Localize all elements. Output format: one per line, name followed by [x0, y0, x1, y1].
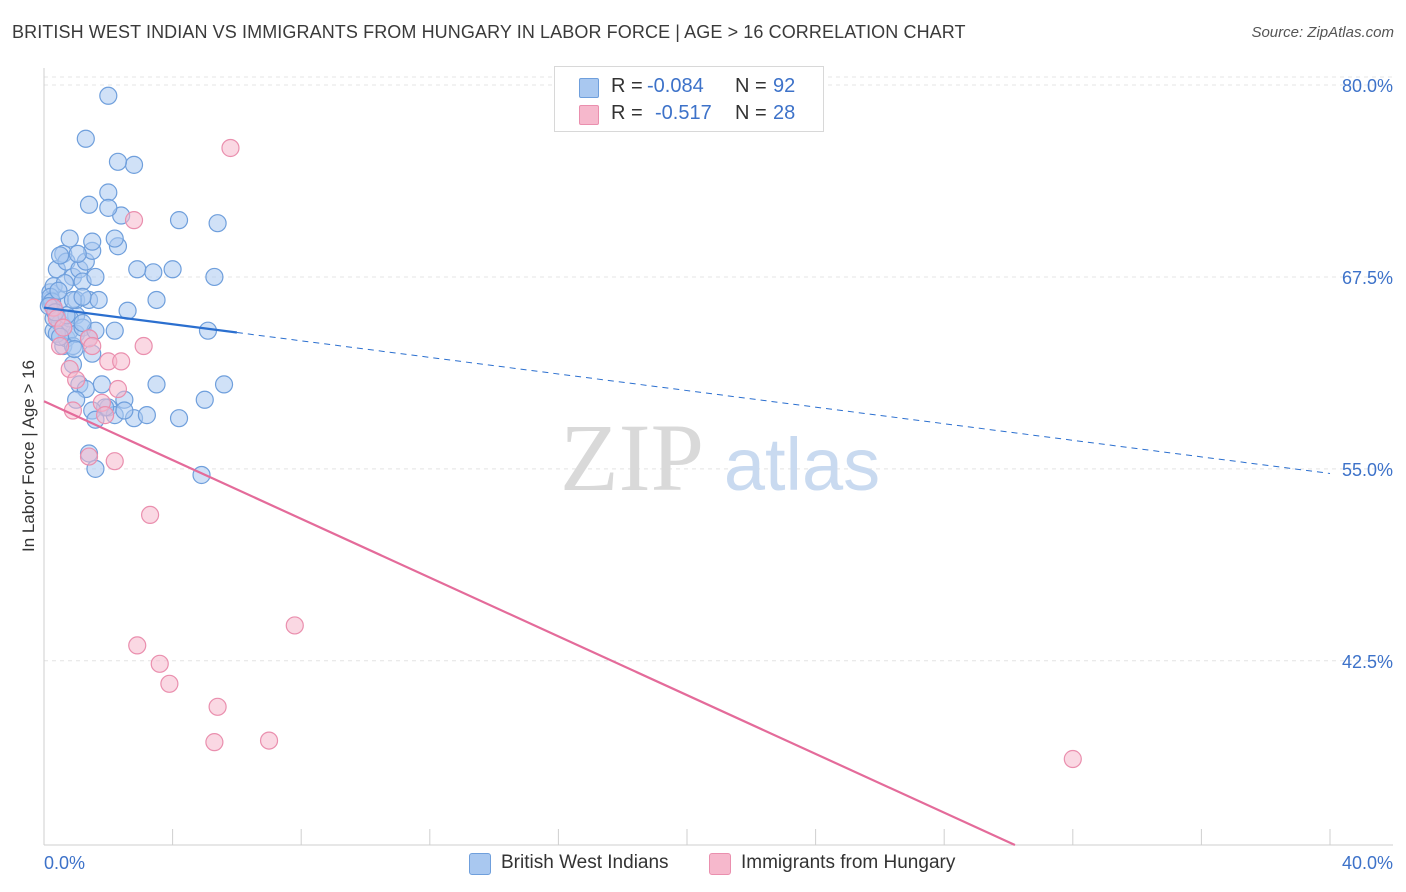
- trend-lines: [43, 306, 1331, 847]
- data-point-immigrants-from-hungary: [105, 452, 124, 471]
- r-value: -0.517: [655, 102, 712, 124]
- y-tick-label: 55.0%: [1342, 460, 1393, 480]
- data-point-british-west-indians: [99, 183, 118, 202]
- r-value: -0.084: [647, 75, 704, 97]
- y-axis-label: In Labor Force | Age > 16: [19, 360, 38, 552]
- watermark: ZIP atlas: [560, 404, 880, 511]
- data-point-immigrants-from-hungary: [140, 505, 160, 525]
- data-point-british-west-indians: [144, 263, 163, 282]
- data-point-immigrants-from-hungary: [208, 697, 227, 716]
- data-point-immigrants-from-hungary: [83, 336, 102, 356]
- legend-label: Immigrants from Hungary: [741, 852, 956, 873]
- x-tick-label: 0.0%: [44, 853, 85, 873]
- data-point-british-west-indians: [89, 290, 108, 310]
- data-point-british-west-indians: [108, 152, 128, 171]
- data-point-british-west-indians: [99, 86, 118, 105]
- data-point-british-west-indians: [198, 321, 218, 340]
- legend-swatch-blue: [469, 853, 491, 875]
- data-point-immigrants-from-hungary: [150, 654, 169, 673]
- data-point-british-west-indians: [128, 260, 147, 279]
- data-point-british-west-indians: [99, 198, 118, 217]
- watermark-atlas: atlas: [724, 423, 880, 506]
- source-label: Source: ZipAtlas.com: [1251, 24, 1394, 41]
- data-point-immigrants-from-hungary: [79, 447, 99, 466]
- data-point-immigrants-from-hungary: [205, 733, 224, 752]
- legend-item-immigrants-from-hungary: Immigrants from Hungary: [709, 852, 989, 876]
- data-point-immigrants-from-hungary: [160, 674, 179, 693]
- data-point-british-west-indians: [86, 267, 105, 287]
- data-point-british-west-indians: [137, 406, 156, 425]
- r-label: R =: [611, 102, 643, 124]
- data-point-british-west-indians: [105, 229, 124, 248]
- grid-lines: [44, 76, 1393, 662]
- data-point-immigrants-from-hungary: [134, 336, 153, 356]
- data-point-british-west-indians: [68, 244, 87, 264]
- data-point-british-west-indians: [208, 214, 227, 233]
- series-british-west-indians: [39, 86, 234, 485]
- axes: [43, 68, 1393, 846]
- data-point-british-west-indians: [49, 281, 68, 300]
- legend-swatch-pink: [579, 105, 599, 125]
- data-point-immigrants-from-hungary: [285, 616, 304, 635]
- stats-legend: R = -0.084 N = 92 R = -0.517 N = 28: [554, 66, 824, 132]
- data-point-british-west-indians: [169, 211, 189, 230]
- data-point-british-west-indians: [73, 313, 92, 333]
- trend-line-british-west-indians: [43, 306, 238, 334]
- data-point-british-west-indians: [73, 287, 92, 306]
- data-point-immigrants-from-hungary: [124, 211, 144, 230]
- data-point-british-west-indians: [115, 401, 134, 420]
- y-tick-label: 42.5%: [1342, 652, 1393, 672]
- data-point-british-west-indians: [50, 246, 70, 265]
- data-point-british-west-indians: [92, 375, 111, 394]
- legend-label: British West Indians: [501, 852, 669, 873]
- x-tick-label: 40.0%: [1342, 853, 1393, 873]
- data-point-british-west-indians: [195, 390, 214, 409]
- data-point-british-west-indians: [79, 195, 99, 214]
- data-point-immigrants-from-hungary: [95, 406, 115, 425]
- y-tick-label: 80.0%: [1342, 76, 1393, 96]
- r-label: R =: [611, 75, 643, 97]
- data-point-british-west-indians: [83, 232, 102, 251]
- data-point-immigrants-from-hungary: [54, 318, 73, 337]
- trend-line-immigrants-from-hungary: [43, 400, 1016, 847]
- legend-swatch-pink: [709, 853, 731, 875]
- data-point-immigrants-from-hungary: [128, 636, 147, 655]
- n-label: N =: [735, 75, 767, 97]
- data-point-british-west-indians: [105, 321, 124, 340]
- watermark-zip: ZIP: [560, 404, 704, 511]
- chart-title: BRITISH WEST INDIAN VS IMMIGRANTS FROM H…: [12, 22, 966, 42]
- y-tick-label: 67.5%: [1342, 268, 1393, 288]
- data-point-british-west-indians: [124, 155, 144, 174]
- data-point-immigrants-from-hungary: [1063, 749, 1082, 769]
- data-point-british-west-indians: [205, 267, 224, 287]
- data-point-british-west-indians: [214, 375, 234, 394]
- n-value: 92: [773, 75, 796, 97]
- data-point-immigrants-from-hungary: [108, 379, 128, 399]
- data-point-british-west-indians: [60, 229, 79, 248]
- data-point-british-west-indians: [76, 129, 95, 148]
- n-label: N =: [735, 102, 767, 124]
- data-point-immigrants-from-hungary: [67, 370, 86, 389]
- series-immigrants-from-hungary: [44, 138, 1082, 769]
- data-point-immigrants-from-hungary: [221, 138, 240, 158]
- tick-labels: 42.5% 55.0% 67.5% 80.0% 0.0% 40.0%: [44, 76, 1393, 873]
- data-point-british-west-indians: [147, 375, 166, 394]
- data-point-immigrants-from-hungary: [112, 352, 131, 371]
- trend-line-british-west-indians-projection: [236, 332, 1331, 474]
- legend-item-british-west-indians: British West Indians: [469, 852, 699, 876]
- legend-swatch-blue: [579, 78, 599, 98]
- data-point-british-west-indians: [163, 260, 182, 279]
- data-point-british-west-indians: [169, 409, 189, 428]
- data-point-immigrants-from-hungary: [50, 336, 70, 356]
- data-point-british-west-indians: [147, 290, 166, 310]
- data-point-immigrants-from-hungary: [259, 731, 279, 750]
- n-value: 28: [773, 102, 796, 124]
